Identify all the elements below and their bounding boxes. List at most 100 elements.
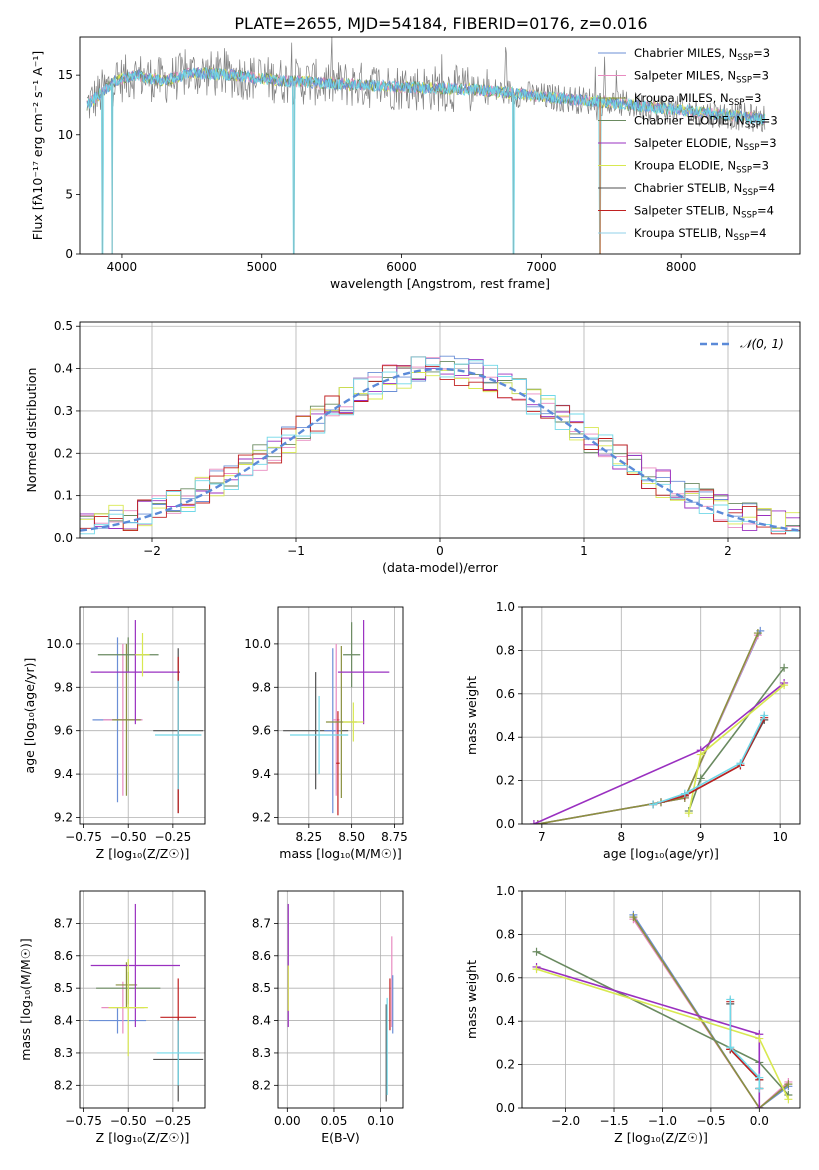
x-tick-label: 0.10: [367, 1114, 394, 1128]
x-tick-label: 1: [580, 544, 588, 558]
data-point-marker: [684, 809, 693, 818]
x-tick-label: 8.50: [338, 830, 365, 844]
x-tick-label: −0.25: [154, 1114, 191, 1128]
data-point-marker: [726, 1043, 735, 1052]
legend-label: Chabrier STELIB, NSSP=4: [634, 181, 775, 198]
y-tick-label: 9.8: [54, 680, 73, 694]
data-point-marker: [784, 1095, 793, 1104]
spectrum-panel: 4000 5000 6000 7000 8000 0 5 10 15 wavelength [An…: [30, 36, 801, 291]
y-tick-label: 8.2: [252, 1078, 271, 1092]
x-tick-label: 7: [538, 830, 546, 844]
legend-label: Chabrier ELODIE, NSSP=3: [634, 114, 778, 131]
y-tick-label: 0.3: [54, 404, 73, 418]
model-spectrum-line: [86, 66, 766, 254]
y-axis-label: Normed distribution: [24, 368, 39, 493]
y-axis-label: mass [log₁₀(M/M☉)]: [18, 938, 33, 1060]
y-tick-label: 0.0: [496, 817, 515, 831]
residual-histogram-panel: −2 −1 0 1 2 0.0 0.1 0.2 0.3 0.4 0.5 (data-model)/er…: [24, 319, 801, 575]
mass-weight-series-line: [688, 667, 785, 812]
data-point-marker: [736, 759, 745, 768]
y-tick-label: 0: [65, 247, 73, 261]
y-tick-label: 0.5: [54, 319, 73, 333]
x-tick-label: 0.00: [274, 1114, 301, 1128]
x-tick-label: −0.75: [65, 830, 102, 844]
x-tick-label: 4000: [107, 260, 138, 274]
data-point-marker: [784, 1080, 793, 1089]
mass-vs-metallicity-panel: −0.75 −0.50 −0.25 8.2 8.3 8.4 8.5 8.6 8.7 Z [log₁…: [18, 890, 206, 1145]
plot-area: [287, 903, 394, 1102]
y-tick-label: 15: [58, 68, 73, 82]
x-tick-label: −1: [287, 544, 305, 558]
x-axis-label: (data-model)/error: [382, 560, 499, 575]
y-axis-label: mass weight: [464, 676, 479, 755]
mass-weight-vs-age-panel: 7 8 9 10 0.0 0.2 0.4 0.6 0.8 1.0 age [log₁₀(age/yr…: [464, 600, 801, 861]
data-point-marker: [532, 947, 541, 956]
data-point-marker: [760, 711, 769, 720]
y-tick-label: 10.0: [244, 637, 271, 651]
y-tick-label: 8.4: [252, 1014, 271, 1028]
x-axis-label: wavelength [Angstrom, rest frame]: [330, 276, 550, 291]
axes-frame: [521, 606, 801, 825]
y-tick-label: 8.6: [54, 949, 73, 963]
data-point-marker: [755, 1073, 764, 1082]
y-tick-label: 9.4: [252, 767, 271, 781]
data-point-marker: [629, 913, 638, 922]
x-axis-label: E(B-V): [321, 1130, 360, 1145]
y-tick-label: 8.7: [54, 916, 73, 930]
y-tick-label: 0.6: [496, 687, 515, 701]
x-tick-label: −0.50: [110, 1114, 147, 1128]
y-tick-label: 9.6: [54, 724, 73, 738]
x-tick-label: 0.0: [750, 1114, 769, 1128]
y-axis-label: Flux [fλ10⁻¹⁷ erg cm⁻² s⁻¹ A⁻¹]: [30, 51, 45, 240]
y-tick-label: 1.0: [496, 600, 515, 614]
x-tick-label: −0.5: [696, 1114, 725, 1128]
data-point-marker: [696, 774, 705, 783]
x-tick-label: −1.0: [648, 1114, 677, 1128]
data-point-marker: [753, 629, 762, 638]
y-tick-label: 8.6: [252, 949, 271, 963]
mass-weight-series-line: [632, 918, 789, 1108]
legend-label: 𝒩(0, 1): [740, 337, 784, 351]
y-tick-label: 0.0: [496, 1101, 515, 1115]
mass-weight-series-line: [652, 715, 766, 806]
x-axis-label: age [log₁₀(age/yr)]: [603, 846, 719, 861]
data-point-marker: [696, 750, 705, 759]
axes-frame: [79, 606, 206, 825]
y-tick-label: 9.2: [54, 810, 73, 824]
legend-label: Salpeter MILES, NSSP=3: [634, 69, 769, 86]
plot-area: [532, 910, 793, 1108]
axes-frame: [521, 890, 801, 1109]
data-point-marker: [680, 789, 689, 798]
mass-vs-ebv-panel: 0.00 0.05 0.10 8.2 8.3 8.4 8.5 8.6 8.7 E(B-V): [252, 890, 404, 1145]
histogram-series-line: [80, 356, 800, 535]
y-tick-label: 9.4: [54, 767, 73, 781]
y-tick-label: 0.2: [54, 446, 73, 460]
plot-area: [86, 37, 766, 254]
x-tick-label: 10: [773, 830, 788, 844]
y-tick-label: 10.0: [46, 637, 73, 651]
x-axis-label: Z [log₁₀(Z/Z☉)]: [96, 1130, 190, 1145]
legend-label: Chabrier MILES, NSSP=3: [634, 46, 770, 63]
y-tick-label: 0.0: [54, 531, 73, 545]
data-point-marker: [755, 1034, 764, 1043]
legend-label: Kroupa MILES, NSSP=3: [634, 91, 761, 108]
legend-label: Salpeter STELIB, NSSP=4: [634, 204, 774, 221]
y-tick-label: 0.2: [496, 774, 515, 788]
y-tick-label: 9.2: [252, 810, 271, 824]
axes-frame: [277, 606, 404, 825]
x-axis-label: mass [log₁₀(M/M☉)]: [279, 846, 401, 861]
age-vs-mass-panel: 8.25 8.50 8.75 9.2 9.4 9.6 9.8 10.0 mass [log₁₀(…: [244, 606, 408, 861]
y-tick-label: 8.5: [54, 981, 73, 995]
x-axis-label: Z [log₁₀(Z/Z☉)]: [614, 1130, 708, 1145]
x-tick-label: 7000: [526, 260, 557, 274]
x-tick-label: 8.75: [381, 830, 408, 844]
y-tick-label: 0.4: [496, 1014, 515, 1028]
x-tick-label: −0.75: [65, 1114, 102, 1128]
axes-frame: [79, 321, 801, 539]
x-tick-label: 8: [617, 830, 625, 844]
plot-area: [80, 355, 800, 535]
x-tick-label: 5000: [246, 260, 277, 274]
gaussian-reference-line: [80, 367, 800, 532]
mass-weight-vs-metallicity-panel: −2.0 −1.5 −1.0 −0.5 0.0 0.0 0.2 0.4 0.6 0.8 1.0 Z […: [464, 884, 801, 1145]
